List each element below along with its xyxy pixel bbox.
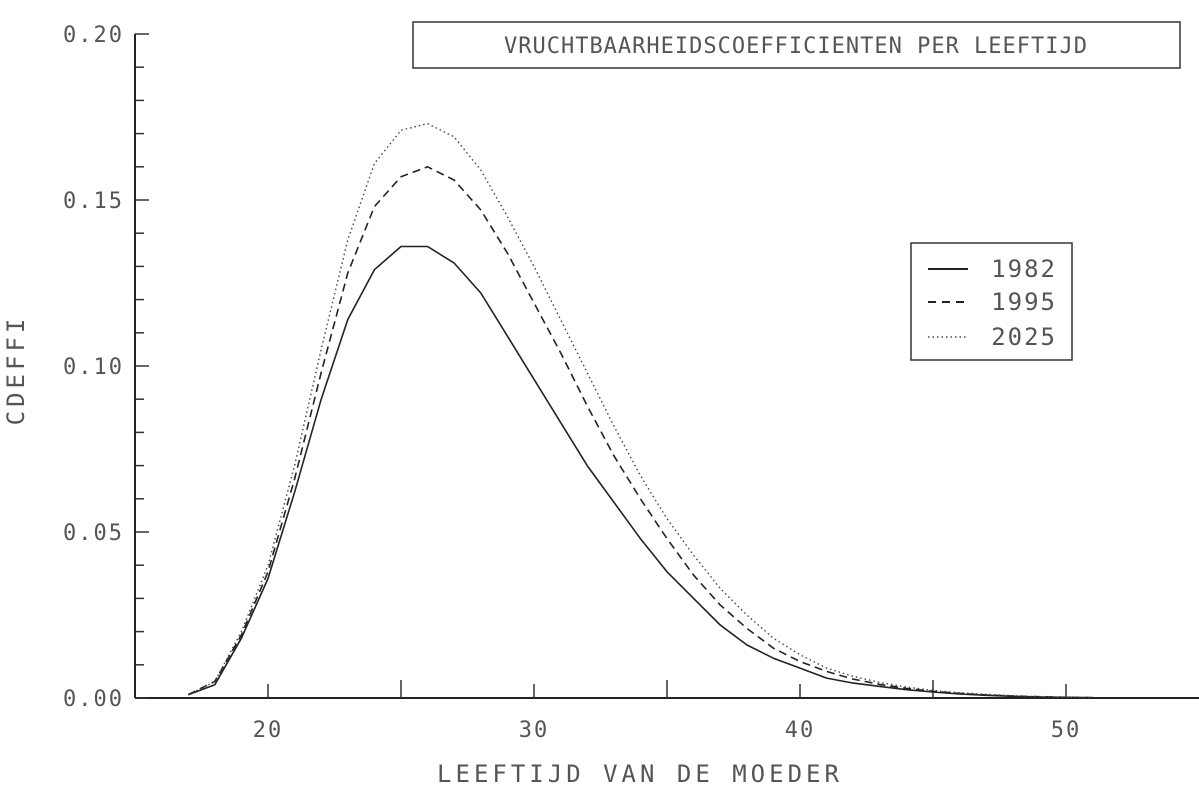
y-axis-title: CDEFFI: [2, 315, 30, 426]
series-line-2025: [187, 122, 1093, 699]
x-axis-tick-labels: 20 30 40 50: [253, 718, 1082, 743]
y-tick-label: 0.05: [63, 521, 124, 546]
series-lines: [187, 122, 1093, 699]
y-tick-label: 0.10: [63, 355, 124, 380]
x-tick-label: 40: [785, 718, 816, 743]
x-tick-label: 20: [253, 718, 284, 743]
y-axis-ticks: [135, 33, 149, 699]
title-frame: [412, 21, 1181, 69]
x-axis-title: LEEFTIJD VAN DE MOEDER: [437, 760, 843, 788]
series-line-1995: [187, 166, 1093, 699]
legend-label-1995: 1995: [991, 288, 1057, 316]
x-tick-label: 30: [519, 718, 550, 743]
legend-label-2025: 2025: [991, 323, 1057, 351]
y-tick-label: 0.20: [63, 23, 124, 48]
legend: 1982 1995 2025: [910, 242, 1073, 361]
y-axis-tick-labels: 0.00 0.05 0.10 0.15 0.20: [63, 23, 124, 712]
x-axis-ticks: [267, 680, 1067, 698]
legend-label-1982: 1982: [991, 255, 1057, 283]
y-tick-label: 0.00: [63, 687, 124, 712]
chart-title-box: VRUCHTBAARHEIDSCOEFFICIENTEN PER LEEFTIJ…: [412, 21, 1181, 69]
x-tick-label: 50: [1051, 718, 1082, 743]
y-tick-label: 0.15: [63, 189, 124, 214]
legend-frame: [910, 242, 1073, 361]
chart-title: VRUCHTBAARHEIDSCOEFFICIENTEN PER LEEFTIJ…: [504, 34, 1088, 59]
